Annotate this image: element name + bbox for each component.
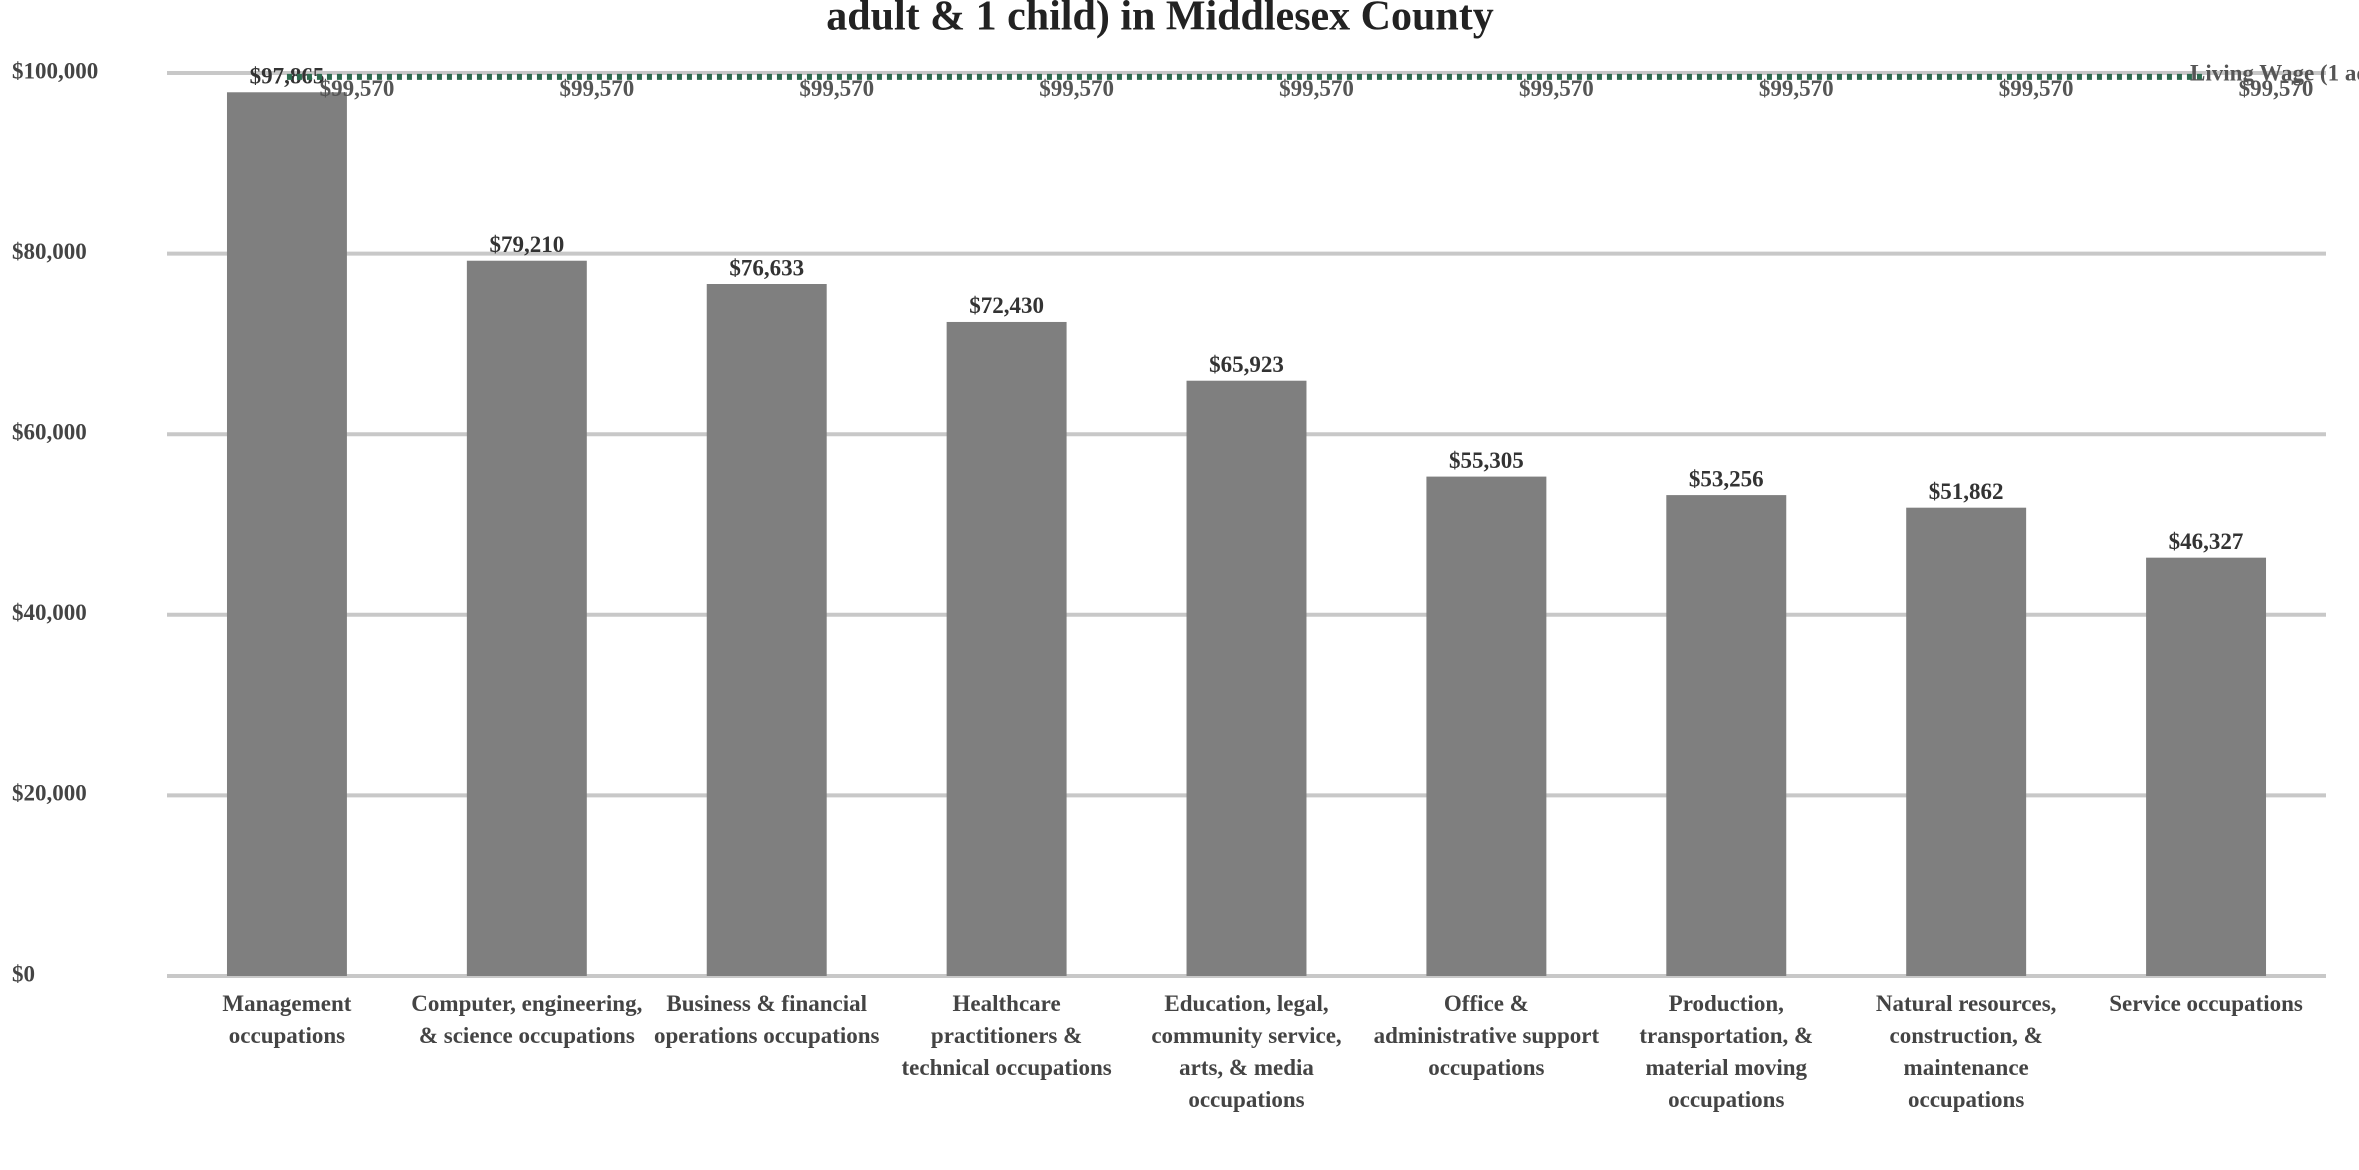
y-tick-label: $0 <box>12 961 35 986</box>
x-tick-label: Office & administrative support occupati… <box>1373 991 1600 1080</box>
data-label: $99,570 <box>2239 76 2314 101</box>
bar <box>946 321 1067 976</box>
x-tick-label: Service occupations <box>2109 991 2303 1016</box>
data-label: $53,256 <box>1689 466 1764 491</box>
y-tick-label: $80,000 <box>12 239 87 264</box>
bar <box>226 92 347 976</box>
x-tick-label: Natural resources, construction, & maint… <box>1875 991 2057 1112</box>
legend-label: Living Wage (1 adult + 1 child) <box>2190 60 2359 85</box>
data-label: $99,570 <box>320 76 395 101</box>
y-tick-label: $100,000 <box>12 58 98 83</box>
bar <box>1906 507 2027 976</box>
data-label: $99,570 <box>1999 76 2074 101</box>
bar <box>2146 557 2267 976</box>
data-label: $99,570 <box>1279 76 1354 101</box>
chart-title: adult & 1 child) in Middlesex County <box>826 0 1493 40</box>
x-tick-label: Computer, engineering, & science occupat… <box>411 991 643 1048</box>
data-label: $76,633 <box>729 255 804 280</box>
bar <box>1666 495 1787 976</box>
data-label: $79,210 <box>489 232 564 257</box>
data-label: $99,570 <box>1519 76 1594 101</box>
x-tick-label: Education, legal, community service, art… <box>1151 991 1342 1112</box>
bar <box>1186 380 1307 976</box>
data-label: $99,570 <box>1759 76 1834 101</box>
y-tick-label: $60,000 <box>12 419 87 444</box>
x-tick-label: Business & financial operations occupati… <box>653 991 880 1048</box>
x-tick-label: Healthcare practitioners & technical occ… <box>901 991 1112 1080</box>
data-label: $65,923 <box>1209 352 1284 377</box>
y-tick-label: $40,000 <box>12 600 87 625</box>
x-tick-label: Production, transportation, & material m… <box>1639 991 1814 1112</box>
data-label: $99,570 <box>799 76 874 101</box>
data-label: $55,305 <box>1449 448 1524 473</box>
data-label: $99,570 <box>1039 76 1114 101</box>
bar <box>466 260 587 976</box>
data-label: $99,570 <box>559 76 634 101</box>
y-tick-label: $20,000 <box>12 781 87 806</box>
bar <box>1426 476 1547 976</box>
bar <box>706 284 827 976</box>
x-tick-label: Management occupations <box>222 991 352 1048</box>
data-label: $51,862 <box>1929 479 2004 504</box>
data-label: $72,430 <box>969 293 1044 318</box>
data-label: $46,327 <box>2169 529 2244 554</box>
